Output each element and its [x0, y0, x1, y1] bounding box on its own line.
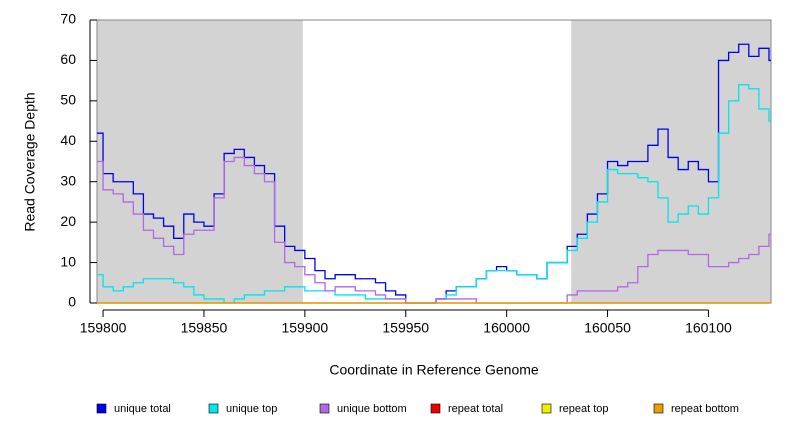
y-tick-label: 20 — [60, 213, 76, 229]
y-tick-label: 30 — [60, 172, 76, 188]
y-tick-label: 70 — [60, 11, 76, 27]
y-tick-label: 60 — [60, 51, 76, 67]
y-tick-label: 40 — [60, 132, 76, 148]
legend-label: unique total — [114, 403, 171, 415]
legend-label: repeat bottom — [671, 403, 739, 415]
legend-swatch — [653, 403, 664, 414]
legend-label: repeat top — [559, 403, 609, 415]
legend-swatch — [541, 403, 552, 414]
y-tick-label: 0 — [68, 294, 76, 310]
legend-swatch — [208, 403, 219, 414]
shaded-region — [97, 20, 303, 303]
legend-label: repeat total — [448, 403, 503, 415]
x-tick-label: 159850 — [181, 320, 228, 336]
x-tick-label: 159900 — [281, 320, 328, 336]
legend-swatch — [430, 403, 441, 414]
y-tick-label: 10 — [60, 253, 76, 269]
series-line — [97, 84, 771, 304]
series-line — [97, 156, 771, 304]
x-tick-label: 159800 — [80, 320, 127, 336]
x-tick-label: 160100 — [685, 320, 732, 336]
legend-swatch — [96, 403, 107, 414]
x-tick-label: 160050 — [584, 320, 631, 336]
x-tick-label: 160000 — [483, 320, 530, 336]
legend-label: unique bottom — [337, 403, 407, 415]
y-tick-label: 50 — [60, 92, 76, 108]
x-axis-title: Coordinate in Reference Genome — [329, 362, 539, 378]
legend-swatch — [319, 403, 330, 414]
y-axis-title: Read Coverage Depth — [22, 92, 38, 231]
x-tick-label: 159950 — [382, 320, 429, 336]
shaded-region — [571, 20, 771, 303]
legend-label: unique top — [226, 403, 277, 415]
